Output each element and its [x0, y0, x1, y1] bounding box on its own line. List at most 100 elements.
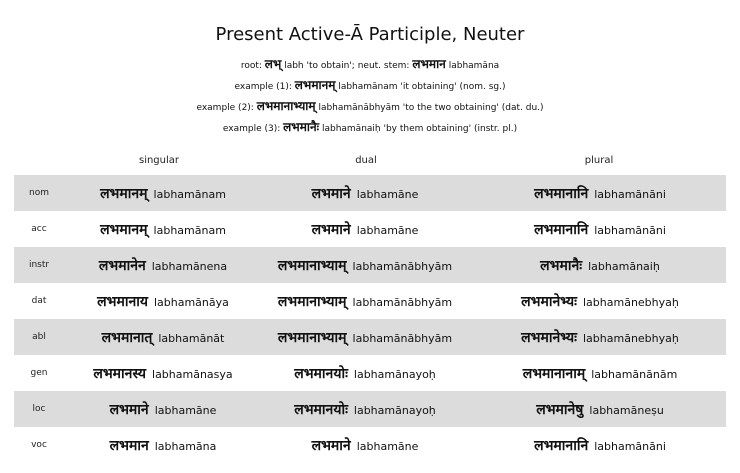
- dual-cell: लभमानाभ्याम् labhamānābhyām: [278, 283, 452, 321]
- dual-transliteration: labhamāne: [356, 440, 419, 453]
- dual-transliteration: labhamānayoḥ: [353, 368, 436, 381]
- dual-devanagari: लभमानाभ्याम्: [277, 330, 347, 346]
- singular-cell: लभमानात् labhamānāt: [102, 319, 225, 357]
- plural-devanagari: लभमानानि: [534, 186, 589, 202]
- plural-transliteration: labhamānebhyaḥ: [583, 296, 679, 309]
- plural-cell: लभमानानि labhamānāni: [534, 211, 666, 249]
- root-line: root: लभ् labh 'to obtain'; neut. stem: …: [0, 54, 740, 75]
- plural-transliteration: labhamānaiḥ: [588, 260, 660, 273]
- table-row: loc लभमाने labhamāne लभमानयोः labhamānayoḥ लभ…: [14, 391, 726, 427]
- header-dual: dual: [355, 155, 377, 166]
- example-1-line: example (1): लभमानम् labhamānam 'it obta…: [0, 75, 740, 96]
- dual-devanagari: लभमानयोः: [294, 402, 348, 418]
- plural-transliteration: labhamānānām: [591, 368, 678, 381]
- singular-devanagari: लभमाने: [109, 402, 149, 418]
- singular-transliteration: labhamānena: [151, 260, 228, 273]
- plural-cell: लभमानानि labhamānāni: [534, 175, 666, 213]
- header-singular: singular: [138, 155, 180, 166]
- singular-transliteration: labhamānasya: [152, 368, 233, 381]
- dual-cell: लभमानयोः labhamānayoḥ: [294, 355, 436, 393]
- dual-devanagari: लभमानाभ्याम्: [277, 294, 347, 310]
- dual-transliteration: labhamānayoḥ: [353, 404, 436, 417]
- example-2-devanagari: लभमानाभ्याम्: [256, 99, 316, 113]
- singular-devanagari: लभमानस्य: [93, 366, 147, 382]
- plural-devanagari: लभमानेभ्यः: [521, 330, 577, 346]
- table-row: nom लभमानम् labhamānam लभमाने labhamāne लभमान…: [14, 175, 726, 211]
- plural-transliteration: labhamānāni: [594, 224, 666, 237]
- example-2-line: example (2): लभमानाभ्याम् labhamānābhyām…: [0, 96, 740, 117]
- singular-transliteration: labhamāna: [154, 440, 217, 453]
- singular-transliteration: labhamānam: [153, 188, 226, 201]
- plural-cell: लभमानेभ्यः labhamānebhyaḥ: [521, 283, 679, 321]
- singular-cell: लभमानाय labhamānāya: [97, 283, 229, 321]
- case-label: instr: [28, 260, 50, 270]
- dual-transliteration: labhamānābhyām: [352, 332, 453, 345]
- table-row: acc लभमानम् labhamānam लभमाने labhamāne लभमान…: [14, 211, 726, 247]
- dual-devanagari: लभमानाभ्याम्: [277, 258, 347, 274]
- singular-devanagari: लभमान: [109, 438, 149, 454]
- plural-cell: लभमानानाम् labhamānānām: [523, 355, 678, 393]
- table-row: abl लभमानात् labhamānāt लभमानाभ्याम् labhamā…: [14, 319, 726, 355]
- dual-cell: लभमानयोः labhamānayoḥ: [294, 391, 436, 429]
- plural-transliteration: labhamānāni: [594, 440, 666, 453]
- example-2-description: labhamānābhyām 'to the two obtaining' (d…: [315, 103, 544, 113]
- singular-devanagari: लभमानाय: [97, 294, 148, 310]
- example-3-line: example (3): लभमानैः labhamānaiḥ 'by the…: [0, 117, 740, 138]
- example-3-description: labhamānaiḥ 'by them obtaining' (instr. …: [319, 124, 518, 134]
- dual-devanagari: लभमाने: [311, 438, 351, 454]
- case-label: acc: [31, 224, 47, 234]
- case-label: voc: [31, 440, 47, 450]
- dual-transliteration: labhamāne: [356, 188, 419, 201]
- singular-cell: लभमाने labhamāne: [110, 391, 217, 429]
- plural-transliteration: labhamānebhyaḥ: [583, 332, 679, 345]
- dual-transliteration: labhamāne: [356, 224, 419, 237]
- stem-devanagari: लभमान: [412, 57, 446, 71]
- dual-cell: लभमानाभ्याम् labhamānābhyām: [278, 319, 452, 357]
- dual-devanagari: लभमाने: [311, 186, 351, 202]
- plural-devanagari: लभमानेषु: [536, 402, 584, 418]
- case-label: loc: [32, 404, 46, 414]
- example-1-devanagari: लभमानम्: [294, 78, 336, 92]
- example-3-prefix: example (3):: [222, 124, 284, 134]
- singular-devanagari: लभमानेन: [98, 258, 146, 274]
- singular-cell: लभमानम् labhamānam: [100, 175, 226, 213]
- column-headers: singular dual plural: [0, 155, 740, 169]
- dual-cell: लभमानाभ्याम् labhamānābhyām: [278, 247, 452, 285]
- root-prefix: root:: [240, 61, 265, 71]
- example-1-prefix: example (1):: [234, 82, 295, 92]
- singular-devanagari: लभमानम्: [100, 222, 148, 238]
- plural-devanagari: लभमानैः: [540, 258, 583, 274]
- singular-cell: लभमान labhamāna: [110, 427, 217, 465]
- info-block: root: लभ् labh 'to obtain'; neut. stem: …: [0, 54, 740, 138]
- dual-devanagari: लभमाने: [311, 222, 351, 238]
- root-devanagari: लभ्: [264, 57, 282, 71]
- singular-transliteration: labhamānāt: [158, 332, 225, 345]
- page-title: Present Active-Ā Participle, Neuter: [215, 24, 525, 45]
- root-description: labh 'to obtain'; neut. stem:: [281, 61, 413, 71]
- case-label: dat: [31, 296, 47, 306]
- stem-transliteration: labhamāna: [445, 61, 500, 71]
- singular-transliteration: labhamānam: [153, 224, 226, 237]
- plural-devanagari: लभमानानि: [534, 438, 589, 454]
- singular-devanagari: लभमानम्: [100, 186, 148, 202]
- table-row: gen लभमानस्य labhamānasya लभमानयोः labhamāna…: [14, 355, 726, 391]
- singular-cell: लभमानम् labhamānam: [100, 211, 226, 249]
- singular-devanagari: लभमानात्: [101, 330, 153, 346]
- dual-devanagari: लभमानयोः: [294, 366, 348, 382]
- singular-transliteration: labhamānāya: [153, 296, 229, 309]
- header-plural: plural: [584, 155, 614, 166]
- singular-cell: लभमानेन labhamānena: [99, 247, 227, 285]
- case-label: gen: [30, 368, 48, 378]
- example-3-devanagari: लभमानैः: [283, 120, 320, 134]
- plural-devanagari: लभमानेभ्यः: [521, 294, 577, 310]
- dual-cell: लभमाने labhamāne: [312, 175, 419, 213]
- plural-devanagari: लभमानानि: [534, 222, 589, 238]
- declension-table: nom लभमानम् labhamānam लभमाने labhamāne लभमान…: [14, 175, 726, 463]
- table-row: instr लभमानेन labhamānena लभमानाभ्याम् labha…: [14, 247, 726, 283]
- dual-transliteration: labhamānābhyām: [352, 260, 453, 273]
- case-label: nom: [29, 188, 49, 198]
- table-row: dat लभमानाय labhamānāya लभमानाभ्याम् labhamā…: [14, 283, 726, 319]
- plural-cell: लभमानैः labhamānaiḥ: [540, 247, 660, 285]
- dual-cell: लभमाने labhamāne: [312, 211, 419, 249]
